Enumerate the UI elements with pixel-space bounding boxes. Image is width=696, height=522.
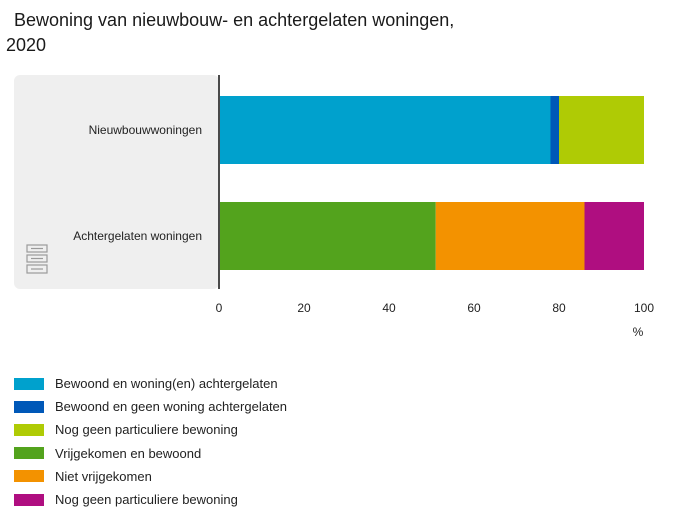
- legend-label: Bewoond en geen woning achtergelaten: [55, 399, 288, 415]
- x-tick-label: 40: [382, 301, 396, 315]
- legend-swatch: [14, 400, 44, 413]
- legend-label: Bewoond en woning(en) achtergelaten: [55, 376, 278, 392]
- x-tick-label: 60: [467, 301, 481, 315]
- x-axis-label: %: [633, 325, 644, 339]
- legend-swatch: [14, 447, 44, 460]
- legend-item[interactable]: Vrijgekomen en bewoond: [14, 442, 287, 465]
- chart-title: Bewoning van nieuwbouw- en achtergelaten…: [6, 8, 526, 58]
- category-label: Nieuwbouwwoningen: [89, 123, 202, 137]
- bar-segment[interactable]: [219, 202, 436, 270]
- x-tick-label: 80: [552, 301, 566, 315]
- chart-title-line-2: 2020: [6, 35, 47, 55]
- legend-swatch: [14, 377, 44, 390]
- legend-item[interactable]: Bewoond en geen woning achtergelaten: [14, 395, 287, 418]
- legend-item[interactable]: Niet vrijgekomen: [14, 465, 287, 488]
- category-label: Achtergelaten woningen: [73, 229, 202, 243]
- legend-item[interactable]: Bewoond en woning(en) achtergelaten: [14, 372, 287, 395]
- chart-title-line-1: Bewoning van nieuwbouw- en achtergelaten…: [14, 10, 455, 30]
- legend: Bewoond en woning(en) achtergelaten Bewoo…: [14, 372, 287, 511]
- bar-segment[interactable]: [559, 96, 644, 164]
- bar-segment[interactable]: [219, 96, 551, 164]
- legend-swatch: [14, 470, 44, 483]
- legend-swatch: [14, 493, 44, 506]
- legend-label: Nog geen particuliere bewoning: [55, 422, 238, 438]
- legend-label: Niet vrijgekomen: [55, 468, 152, 484]
- legend-label: Vrijgekomen en bewoond: [55, 445, 202, 461]
- x-tick-label: 20: [297, 301, 311, 315]
- bar-segment[interactable]: [584, 202, 645, 270]
- bar-segment[interactable]: [550, 96, 560, 164]
- cbs-logo: [26, 244, 48, 274]
- legend-label: Nog geen particuliere bewoning: [55, 492, 238, 508]
- x-tick-label: 0: [216, 301, 223, 315]
- legend-swatch: [14, 423, 44, 436]
- x-tick-label: 100: [634, 301, 654, 315]
- category-label-panel: [14, 75, 219, 289]
- bar-segment[interactable]: [435, 202, 585, 270]
- legend-item[interactable]: Nog geen particuliere bewoning: [14, 418, 287, 441]
- legend-item[interactable]: Nog geen particuliere bewoning: [14, 488, 287, 511]
